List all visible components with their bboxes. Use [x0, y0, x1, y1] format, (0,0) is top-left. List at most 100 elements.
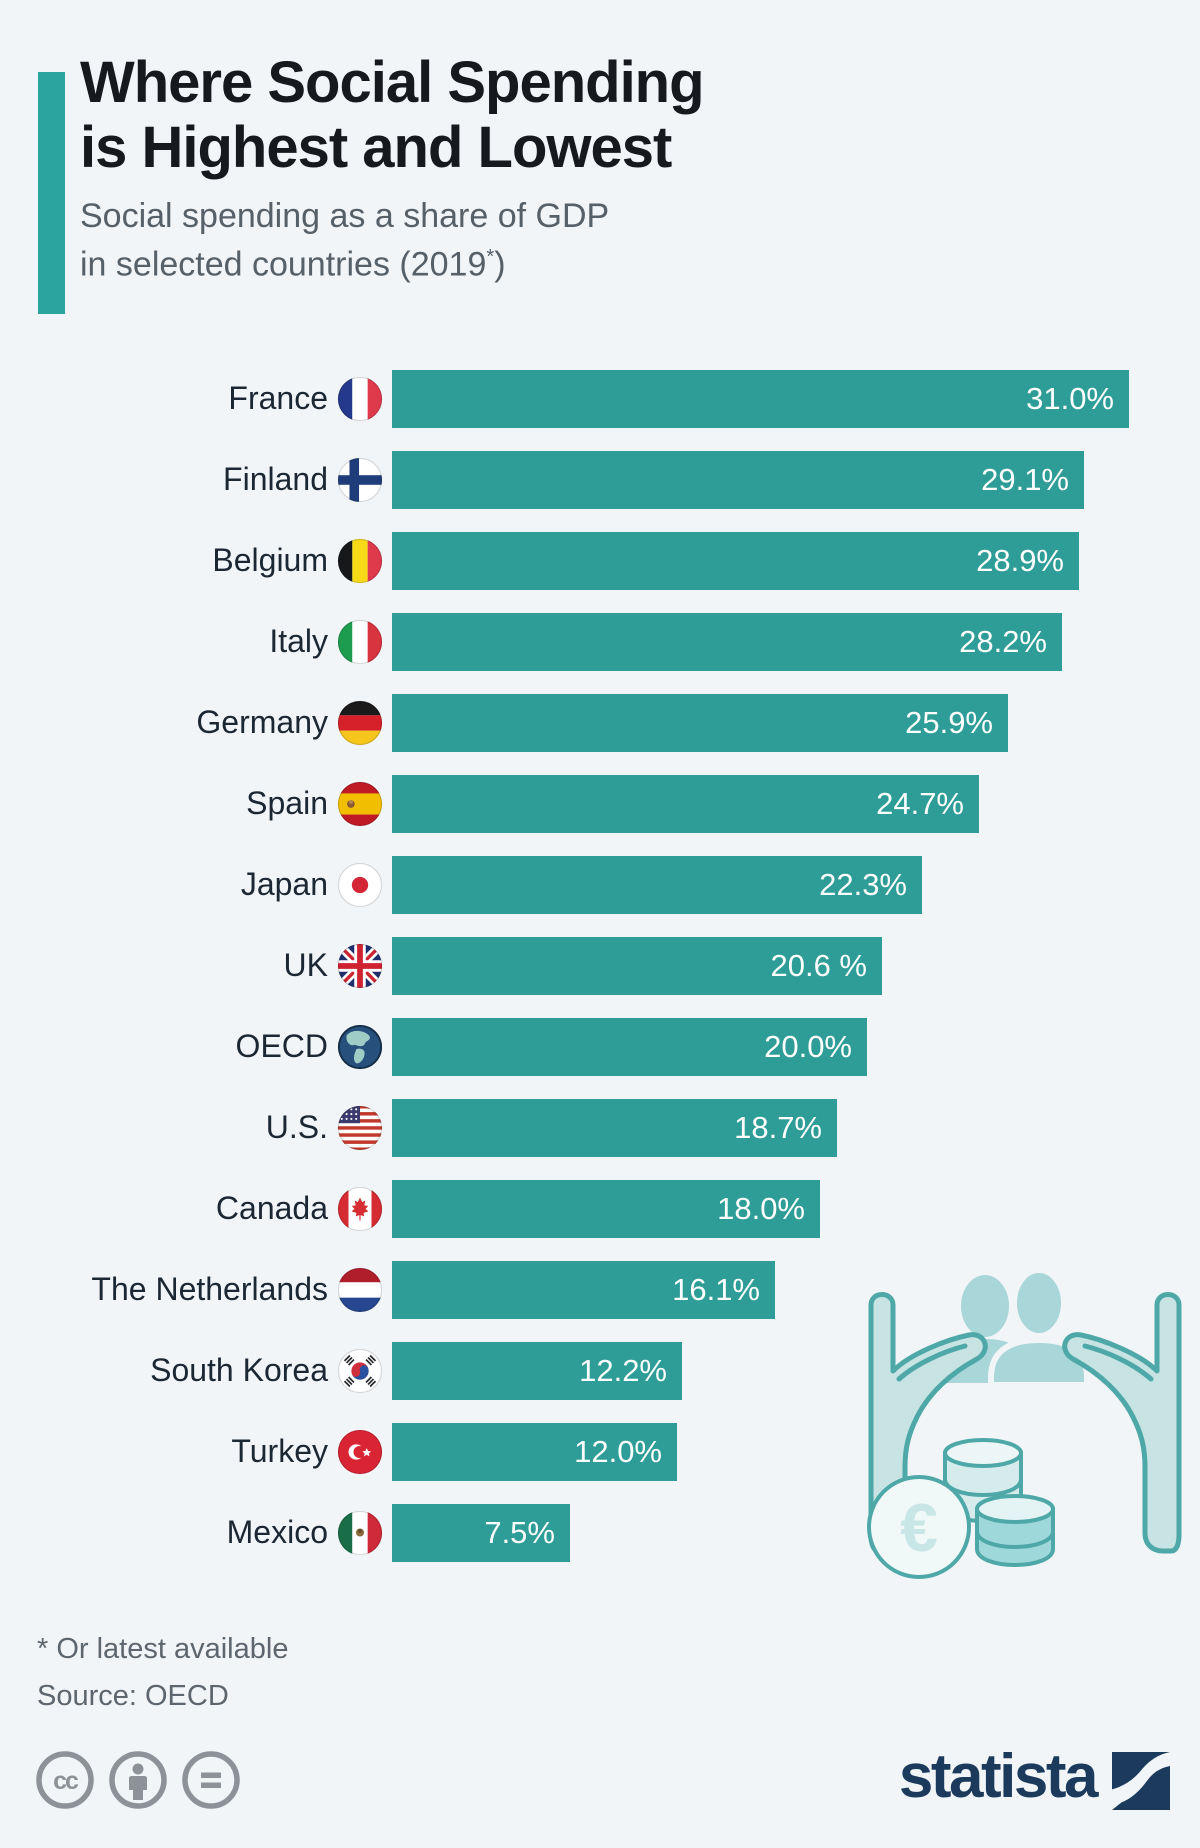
belgium-flag-icon — [337, 538, 383, 584]
bar: 22.3% — [392, 855, 922, 914]
uk-flag-icon — [337, 943, 383, 989]
finland-flag-icon — [337, 457, 383, 503]
bar-value: 18.7% — [734, 1109, 822, 1145]
bar: 16.1% — [392, 1260, 775, 1319]
subtitle-line1: Social spending as a share of GDP — [80, 197, 610, 235]
footnote-line2: Source: OECD — [37, 1680, 229, 1712]
no-derivatives-equals-icon[interactable] — [181, 1750, 241, 1810]
svg-text:cc: cc — [53, 1767, 79, 1795]
country-label: Turkey — [231, 1433, 328, 1469]
footnote-asterisk: * — [486, 246, 495, 268]
netherlands-flag-icon — [337, 1267, 383, 1313]
cc-icon[interactable]: cc — [35, 1750, 95, 1810]
southkorea-flag-icon — [337, 1348, 383, 1394]
bar-value: 25.9% — [905, 704, 993, 740]
page-title-line2: is Highest and Lowest — [80, 115, 672, 180]
bar: 18.0% — [392, 1179, 820, 1238]
japan-flag-icon — [337, 862, 383, 908]
cc-license[interactable]: cc — [35, 1750, 241, 1810]
country-label: Finland — [223, 461, 328, 497]
header: Where Social Spending is Highest and Low… — [80, 50, 1160, 285]
country-label: Italy — [269, 623, 328, 659]
country-label: Germany — [196, 704, 328, 740]
spain-flag-icon — [337, 781, 383, 827]
bar-row: Finland 29.1% — [0, 439, 1200, 520]
bar-value: 12.0% — [574, 1433, 662, 1469]
country-label: U.S. — [265, 1109, 328, 1145]
social-support-illustration: € — [867, 1267, 1182, 1579]
subtitle-line2: in selected countries (2019 — [80, 245, 487, 284]
canada-flag-icon — [337, 1186, 383, 1232]
footnote-line1: * Or latest available — [37, 1633, 289, 1665]
bar-row: UK 20.6 % — [0, 925, 1200, 1006]
bar-row: Italy 28.2% — [0, 601, 1200, 682]
bar-value: 16.1% — [672, 1271, 760, 1307]
bar-value: 12.2% — [579, 1352, 667, 1388]
bar-value: 28.9% — [976, 542, 1064, 578]
country-label: Spain — [246, 785, 328, 821]
bar-row: Germany 25.9% — [0, 682, 1200, 763]
bar-row: Turkey 12.0% — [0, 1411, 1200, 1492]
subtitle-line2-close: ) — [494, 245, 506, 284]
country-label: South Korea — [150, 1352, 328, 1388]
bar: 25.9% — [392, 693, 1008, 752]
italy-flag-icon — [337, 619, 383, 665]
svg-text:€: € — [900, 1490, 938, 1566]
bar: 18.7% — [392, 1098, 837, 1157]
bar: 29.1% — [392, 450, 1084, 509]
bar: 28.2% — [392, 612, 1062, 671]
statista-wordmark[interactable]: statista — [898, 1742, 1099, 1811]
bar-row: U.S. 18.7% — [0, 1087, 1200, 1168]
bar-row: The Netherlands 16.1% — [0, 1249, 1200, 1330]
bar-value: 28.2% — [959, 623, 1047, 659]
statista-logo-mark[interactable] — [1112, 1752, 1170, 1810]
bar-row: Japan 22.3% — [0, 844, 1200, 925]
bar-value: 7.5% — [484, 1514, 555, 1550]
bar-value: 20.6 % — [770, 947, 867, 983]
country-label: Canada — [215, 1190, 328, 1226]
bar: 20.6 % — [392, 936, 882, 995]
country-label: Belgium — [212, 542, 328, 578]
bar-row: Spain 24.7% — [0, 763, 1200, 844]
bar-value: 22.3% — [819, 866, 907, 902]
bar: 12.0% — [392, 1422, 677, 1481]
bar-row: France 31.0% — [0, 358, 1200, 439]
bar-value: 18.0% — [717, 1190, 805, 1226]
bar-value: 29.1% — [981, 461, 1069, 497]
country-label: Japan — [240, 866, 328, 902]
turkey-flag-icon — [337, 1429, 383, 1475]
bar: 31.0% — [392, 369, 1129, 428]
bar: 7.5% — [392, 1503, 570, 1562]
bar-value: 20.0% — [764, 1028, 852, 1064]
bar-chart: France 31.0% Finland 29.1% Belgium 28.9% Italy… — [0, 358, 1200, 1573]
germany-flag-icon — [337, 700, 383, 746]
bar: 28.9% — [392, 531, 1079, 590]
attribution-person-icon[interactable] — [108, 1750, 168, 1810]
bar-value: 24.7% — [876, 785, 964, 821]
us-flag-icon — [337, 1105, 383, 1151]
bar-row: South Korea 12.2% — [0, 1330, 1200, 1411]
bar-row: Mexico 7.5% — [0, 1492, 1200, 1573]
bar-value: 31.0% — [1026, 380, 1114, 416]
bar: 20.0% — [392, 1017, 867, 1076]
subtitle: Social spending as a share of GDP in sel… — [80, 196, 1160, 285]
france-flag-icon — [337, 376, 383, 422]
euro-coin-icon: € — [867, 1475, 971, 1579]
mexico-flag-icon — [337, 1510, 383, 1556]
oecd-flag-icon — [337, 1024, 383, 1070]
title-accent-bar — [38, 72, 65, 314]
country-label: France — [228, 380, 328, 416]
page-title-line1: Where Social Spending — [80, 50, 705, 115]
bar-row: Canada 18.0% — [0, 1168, 1200, 1249]
country-label: OECD — [235, 1028, 328, 1064]
bar-row: OECD 20.0% — [0, 1006, 1200, 1087]
bar-row: Belgium 28.9% — [0, 520, 1200, 601]
bar: 24.7% — [392, 774, 979, 833]
country-label: The Netherlands — [91, 1271, 328, 1307]
country-label: Mexico — [226, 1514, 328, 1550]
footnote: * Or latest available Source: OECD — [37, 1626, 288, 1720]
statista-logo[interactable]: statista — [899, 1744, 1170, 1810]
coins-icon: € — [867, 1438, 1055, 1579]
bar: 12.2% — [392, 1341, 682, 1400]
